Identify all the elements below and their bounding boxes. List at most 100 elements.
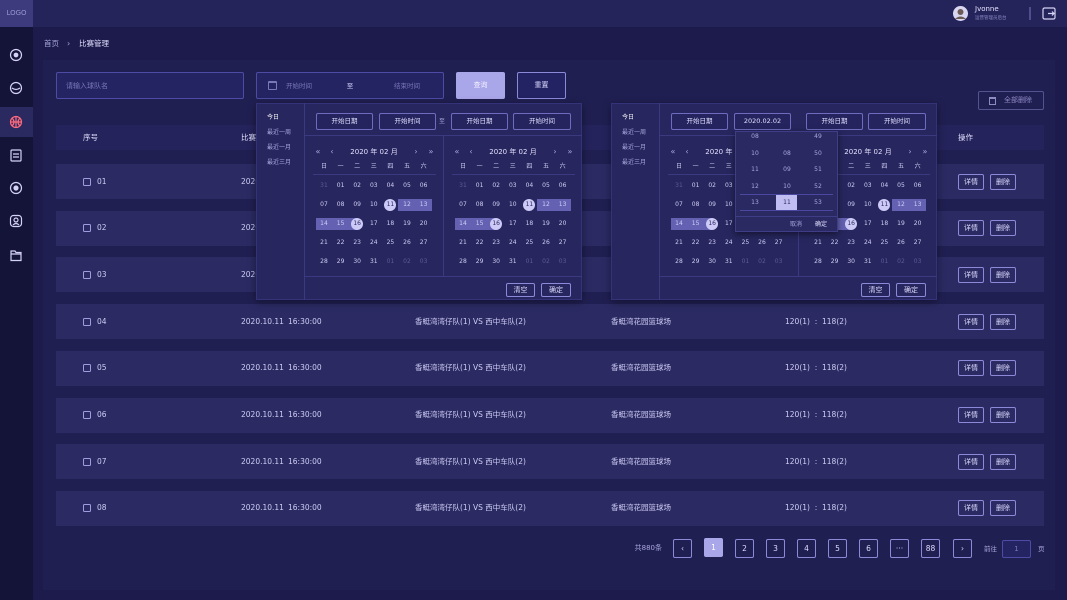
calendar-day[interactable]: 25 <box>880 239 889 246</box>
calendar-nav[interactable]: « <box>454 147 460 156</box>
delete-button[interactable]: 删除 <box>990 407 1016 423</box>
calendar-day[interactable]: 22 <box>475 239 484 246</box>
calendar-day[interactable]: 28 <box>459 258 467 265</box>
row-checkbox[interactable] <box>83 364 91 373</box>
date-range-input[interactable] <box>256 72 444 99</box>
calendar-day[interactable]: 24 <box>369 239 378 246</box>
reset-button[interactable]: 重置 <box>517 72 566 99</box>
page-button[interactable]: 2 <box>735 539 754 558</box>
row-checkbox[interactable] <box>83 411 91 419</box>
calendar-day[interactable]: 18 <box>525 220 534 227</box>
page-button[interactable]: 6 <box>859 539 878 558</box>
picker-input[interactable]: 开始日期 <box>671 113 728 130</box>
time-option[interactable]: 51 <box>814 166 822 173</box>
calendar-day[interactable]: 13 <box>913 201 922 208</box>
calendar-day[interactable]: 06 <box>913 182 922 189</box>
detail-button[interactable]: 详情 <box>958 407 984 423</box>
detail-button[interactable]: 详情 <box>958 313 984 330</box>
calendar-day[interactable]: 31 <box>863 258 872 265</box>
page-button[interactable]: 1 <box>704 538 723 557</box>
calendar-day[interactable]: 05 <box>542 182 550 189</box>
time-option[interactable]: 10 <box>751 149 759 157</box>
calendar-day[interactable]: 09 <box>353 201 361 208</box>
calendar-day[interactable]: 24 <box>508 239 517 246</box>
calendar-day[interactable]: 03 <box>508 182 517 189</box>
goto-input[interactable]: 1 <box>1002 540 1031 558</box>
shortcut[interactable]: 最近三月 <box>622 159 647 166</box>
calendar-day[interactable]: 11 <box>525 201 534 208</box>
calendar-day[interactable]: 27 <box>558 239 567 246</box>
time-option[interactable]: 11 <box>783 199 791 206</box>
calendar-day[interactable]: 01 <box>880 258 889 265</box>
avatar[interactable] <box>953 6 968 21</box>
time-option[interactable]: 11 <box>751 166 759 173</box>
calendar-day[interactable]: 01 <box>336 182 345 189</box>
calendar-day[interactable]: 26 <box>403 239 411 246</box>
calendar-day[interactable]: 31 <box>675 182 683 189</box>
shortcut[interactable]: 最近一周 <box>267 129 292 136</box>
calendar-nav[interactable]: « <box>670 147 676 156</box>
calendar-day[interactable]: 19 <box>403 220 411 227</box>
calendar-day[interactable]: 09 <box>847 201 855 208</box>
picker-input[interactable]: 开始时间 <box>513 113 571 130</box>
calendar-day[interactable]: 09 <box>708 201 716 208</box>
calendar-nav[interactable]: » <box>567 147 573 156</box>
calendar-day[interactable]: 31 <box>459 182 467 189</box>
delete-button[interactable]: 删除 <box>990 173 1016 190</box>
page-button[interactable]: ··· <box>890 539 909 558</box>
calendar-day[interactable]: 22 <box>336 239 345 246</box>
calendar-day[interactable]: 14 <box>675 220 683 227</box>
picker-input[interactable]: 开始日期 <box>451 113 508 130</box>
calendar-day[interactable]: 05 <box>403 182 411 189</box>
shortcut[interactable]: 最近三月 <box>267 159 292 166</box>
calendar-day[interactable]: 29 <box>336 258 345 265</box>
calendar-day[interactable]: 01 <box>475 182 484 189</box>
time-option[interactable] <box>779 131 795 143</box>
calendar-day[interactable]: 16 <box>353 220 361 227</box>
calendar-day[interactable]: 03 <box>913 258 922 265</box>
delete-all-button[interactable]: 全部删除 <box>978 91 1044 110</box>
delete-button[interactable]: 删除 <box>990 500 1016 517</box>
calendar-day[interactable]: 13 <box>558 201 567 208</box>
delete-button[interactable]: 删除 <box>990 220 1016 237</box>
detail-button[interactable]: 详情 <box>958 500 984 517</box>
picker-input[interactable]: 2020.02.02 <box>734 113 791 130</box>
page-button[interactable]: 88 <box>921 539 940 558</box>
detail-button[interactable]: 详情 <box>958 266 984 283</box>
calendar-day[interactable]: 17 <box>369 220 378 227</box>
nav-icon[interactable] <box>9 81 23 95</box>
shortcut[interactable]: 今日 <box>267 114 280 121</box>
calendar-day[interactable]: 17 <box>724 220 733 227</box>
picker-input[interactable]: 开始时间 <box>379 113 436 130</box>
calendar-day[interactable]: 17 <box>508 220 517 227</box>
detail-button[interactable]: 详情 <box>958 360 984 377</box>
calendar-day[interactable]: 11 <box>386 201 395 208</box>
nav-icon[interactable] <box>9 115 23 129</box>
calendar-day[interactable]: 10 <box>369 201 378 208</box>
calendar-day[interactable]: 10 <box>724 201 733 208</box>
time-option[interactable]: 52 <box>814 182 822 190</box>
calendar-day[interactable]: 06 <box>558 182 567 189</box>
calendar-day[interactable]: 14 <box>320 220 328 227</box>
calendar-day[interactable]: 06 <box>419 182 428 189</box>
confirm-button[interactable]: 确定 <box>896 283 926 297</box>
calendar-day[interactable]: 18 <box>386 220 395 227</box>
calendar-day[interactable]: 16 <box>492 220 500 227</box>
calendar-day[interactable]: 04 <box>525 182 534 189</box>
time-confirm[interactable]: 确定 <box>814 221 827 228</box>
calendar-nav[interactable]: ‹ <box>330 147 334 156</box>
row-checkbox[interactable] <box>83 504 91 513</box>
nav-icon[interactable] <box>9 48 23 62</box>
calendar-day[interactable]: 16 <box>708 220 716 227</box>
calendar-day[interactable]: 12 <box>542 201 550 208</box>
calendar-day[interactable]: 02 <box>847 182 855 189</box>
time-option[interactable]: 50 <box>814 149 822 157</box>
row-checkbox[interactable] <box>83 457 91 466</box>
detail-button[interactable]: 详情 <box>958 453 984 470</box>
detail-button[interactable]: 详情 <box>958 220 984 237</box>
calendar-day[interactable]: 31 <box>724 258 733 265</box>
calendar-day[interactable]: 09 <box>492 201 500 208</box>
calendar-day[interactable]: 07 <box>675 201 683 208</box>
nav-icon[interactable] <box>10 250 22 262</box>
page-button[interactable]: 4 <box>797 539 816 558</box>
